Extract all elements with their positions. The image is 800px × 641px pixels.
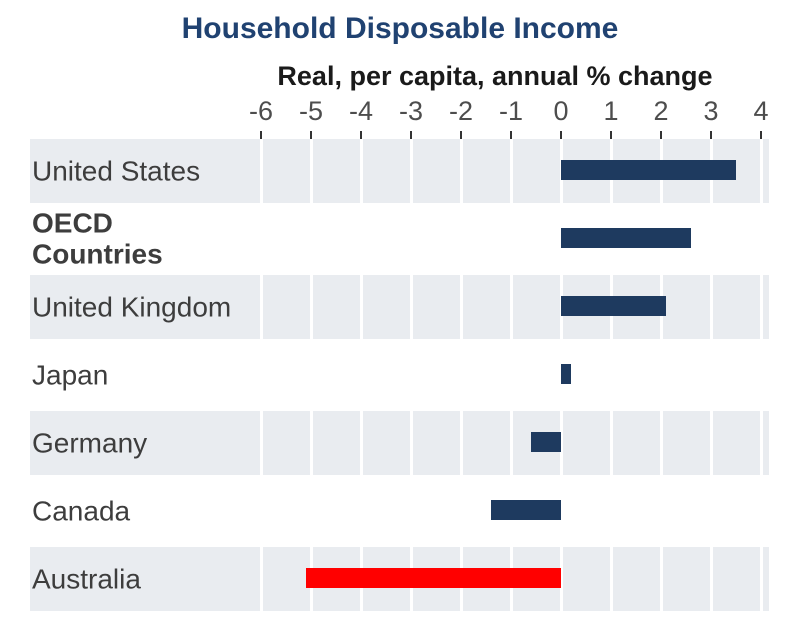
x-tick-mark — [260, 131, 262, 143]
x-tick-mark — [410, 131, 412, 143]
gridline — [409, 139, 413, 203]
category-row-united-kingdom: United Kingdom — [0, 273, 800, 341]
x-tick-label: -3 — [398, 96, 423, 126]
category-row-oecd-countries: OECD Countries — [0, 205, 800, 273]
gridline — [509, 139, 513, 203]
gridline — [759, 411, 763, 475]
bar-united-kingdom — [561, 296, 666, 316]
category-row-australia: Australia — [0, 545, 800, 613]
gridline — [309, 411, 313, 475]
x-tick-mark — [660, 131, 662, 143]
x-tick-mark — [560, 131, 562, 143]
x-tick-mark — [360, 131, 362, 143]
x-tick-label: 2 — [653, 96, 669, 126]
category-label-japan: Japan — [32, 359, 109, 391]
gridline — [759, 275, 763, 339]
gridline — [259, 139, 263, 203]
x-tick-label: -6 — [248, 96, 273, 126]
gridline — [459, 275, 463, 339]
chart-title: Household Disposable Income — [181, 12, 619, 45]
x-tick-label: 4 — [753, 96, 769, 126]
x-tick-label: -5 — [298, 96, 323, 126]
gridline — [659, 411, 663, 475]
x-tick-mark — [310, 131, 312, 143]
gridline — [259, 547, 263, 611]
category-label-united-states: United States — [32, 155, 201, 187]
row-stripe — [30, 411, 769, 475]
gridline — [309, 275, 313, 339]
x-tick-mark — [510, 131, 512, 143]
chart-rows: United States OECD Countries United Kingdo… — [0, 137, 800, 613]
gridline — [259, 275, 263, 339]
x-tick-mark — [610, 131, 612, 143]
bar-australia — [306, 568, 561, 588]
bar-united-states — [561, 160, 736, 180]
gridline — [409, 411, 413, 475]
gridline — [359, 411, 363, 475]
x-tick-label: 1 — [603, 96, 619, 126]
gridline — [459, 411, 463, 475]
bar-canada — [491, 500, 561, 520]
x-tick-label: 3 — [703, 96, 719, 126]
category-row-japan: Japan — [0, 341, 800, 409]
bar-japan — [561, 364, 571, 384]
gridline — [609, 547, 613, 611]
gridline — [759, 547, 763, 611]
category-label-united-kingdom: United Kingdom — [32, 291, 232, 323]
gridline — [359, 139, 363, 203]
gridline — [559, 411, 563, 475]
category-row-germany: Germany — [0, 409, 800, 477]
category-row-canada: Canada — [0, 477, 800, 545]
category-label-oecd-countries: OECD Countries — [32, 207, 163, 270]
bar-germany — [531, 432, 561, 452]
category-label-canada: Canada — [32, 495, 131, 527]
gridline — [559, 547, 563, 611]
x-tick-label: -1 — [498, 96, 523, 126]
gridline — [709, 411, 713, 475]
gridline — [609, 411, 613, 475]
gridline — [359, 275, 363, 339]
gridline — [759, 139, 763, 203]
gridline — [459, 139, 463, 203]
gridline — [509, 411, 513, 475]
x-tick-mark — [760, 131, 762, 143]
category-row-united-states: United States — [0, 137, 800, 205]
category-label-germany: Germany — [32, 427, 148, 459]
gridline — [309, 139, 313, 203]
gridline — [259, 411, 263, 475]
category-label-australia: Australia — [32, 563, 141, 595]
gridline — [709, 547, 713, 611]
chart-subtitle: Real, per capita, annual % change — [277, 61, 713, 91]
x-tick-mark — [710, 131, 712, 143]
gridline — [659, 547, 663, 611]
x-tick-label: -4 — [348, 96, 373, 126]
x-tick-label: -2 — [448, 96, 473, 126]
x-tick-mark — [460, 131, 462, 143]
bar-oecd-countries — [561, 228, 691, 248]
gridline — [409, 275, 413, 339]
x-tick-label: 0 — [553, 96, 569, 126]
gridline — [709, 275, 713, 339]
gridline — [509, 275, 513, 339]
